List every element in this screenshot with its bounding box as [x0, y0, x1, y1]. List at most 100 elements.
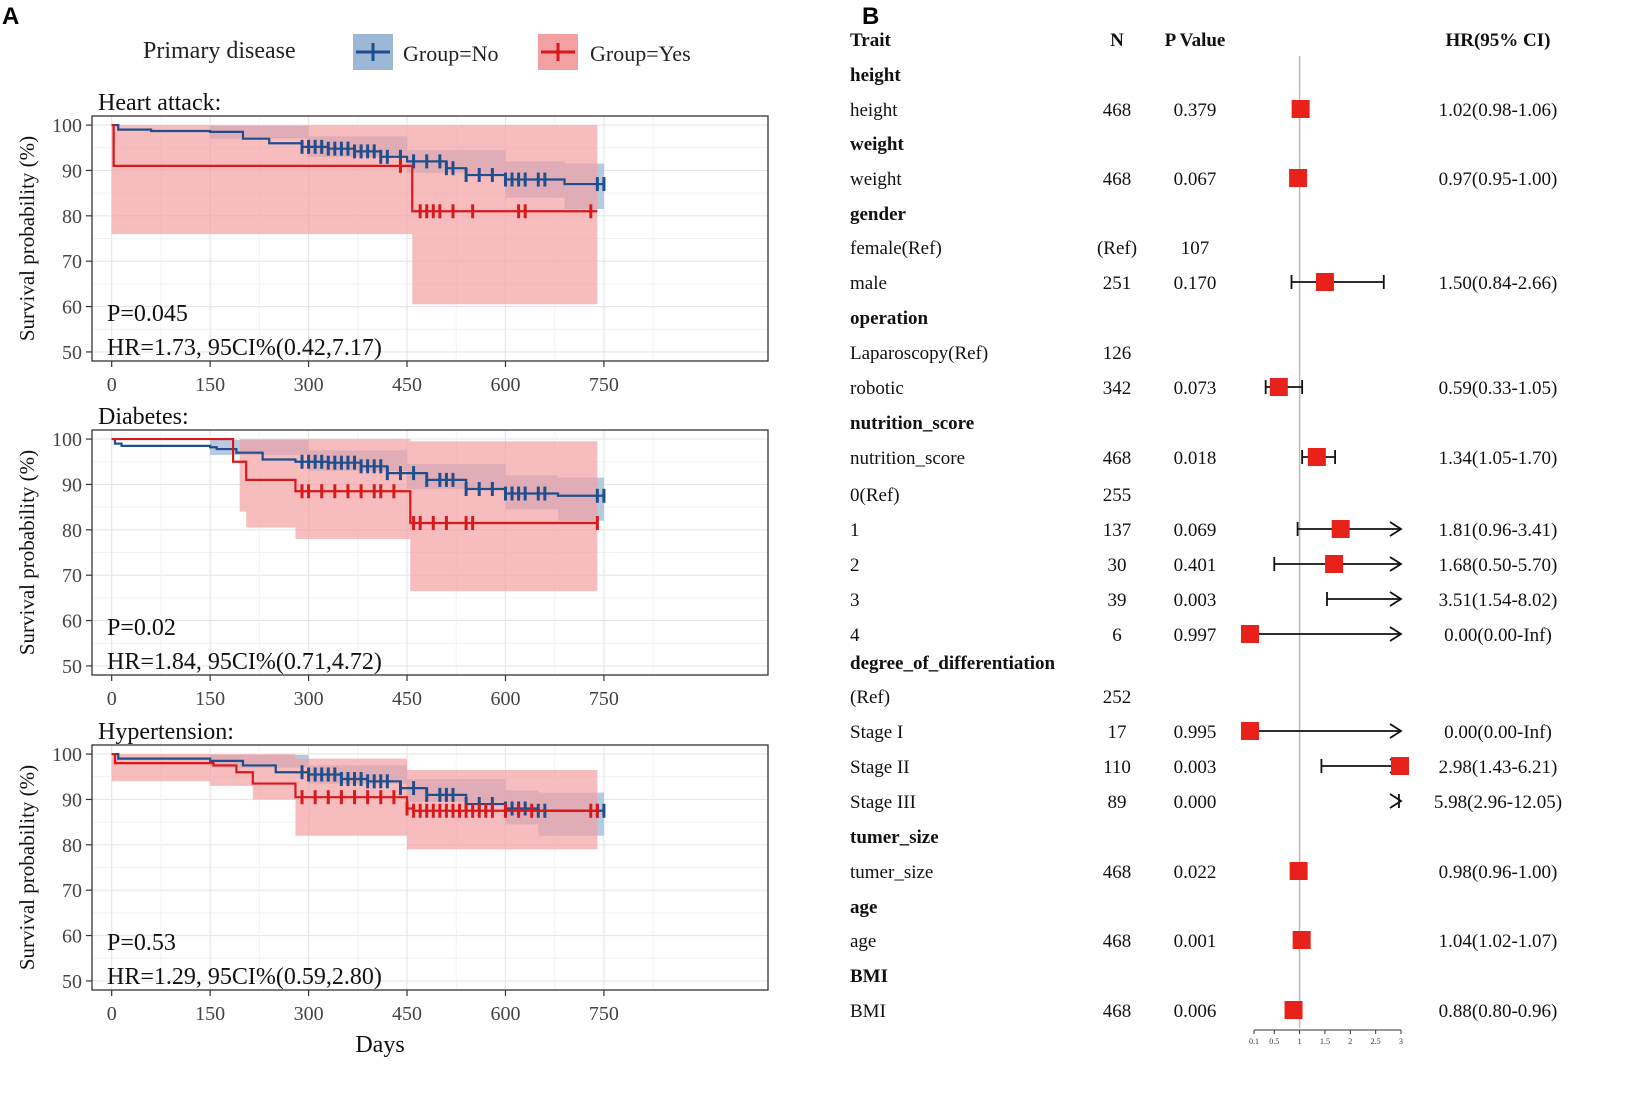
- forest-row-trait: 0(Ref): [850, 485, 900, 506]
- y-tick-label: 90: [62, 474, 82, 496]
- forest-row-n: 252: [1103, 687, 1132, 708]
- forest-group-header: tumer_size: [850, 827, 939, 848]
- x-axis-label: Days: [355, 1032, 404, 1058]
- forest-group-header: weight: [850, 134, 905, 155]
- forest-row-hr: 3.51(1.54-8.02): [1439, 590, 1558, 611]
- x-tick-label: 450: [392, 688, 422, 710]
- forest-row-p: 0.379: [1174, 100, 1217, 121]
- x-tick-label: 600: [490, 688, 520, 710]
- survival-curve-yes: [111, 437, 598, 525]
- forest-plot: Trait N P Value HR(95% CI) height height 468 0.…: [850, 30, 1562, 1046]
- forest-row-p: 0.000: [1174, 792, 1217, 813]
- y-tick-label: 80: [62, 206, 82, 228]
- forest-row-p: 0.001: [1174, 931, 1217, 952]
- forest-row-p: 0.067: [1174, 169, 1217, 190]
- forest-x-tick-label: 2: [1348, 1037, 1352, 1046]
- x-tick-label: 600: [490, 374, 520, 396]
- forest-group-header: gender: [850, 204, 907, 225]
- forest-ci-arrow: [1389, 556, 1403, 572]
- y-tick-label: 60: [62, 926, 82, 948]
- forest-row-hr: 1.68(0.50-5.70): [1439, 555, 1558, 576]
- forest-row-trait: Laparoscopy(Ref): [850, 343, 988, 364]
- forest-estimate-marker: [1325, 555, 1344, 573]
- y-axis-label: Survival probability (%): [15, 136, 39, 341]
- km-panel-1: Heart attack: 50 60 70 80 90 100 0 150 300 450 600 7…: [15, 90, 769, 396]
- forest-row-n: (Ref): [1097, 238, 1137, 259]
- forest-x-tick-label: 2.5: [1371, 1037, 1381, 1046]
- forest-row-trait: BMI: [850, 1001, 886, 1022]
- forest-row-hr: 0.88(0.80-0.96): [1439, 1001, 1558, 1022]
- forest-row-hr: 0.97(0.95-1.00): [1439, 169, 1558, 190]
- forest-row-trait: height: [850, 100, 898, 121]
- forest-group-header: degree_of_differentiation: [850, 653, 1056, 674]
- forest-row-n: 468: [1103, 100, 1132, 121]
- forest-row-hr: 0.00(0.00-Inf): [1444, 625, 1552, 646]
- legend: Primary disease Group=No Group=Yes: [143, 34, 691, 70]
- y-tick-label: 60: [62, 297, 82, 319]
- forest-row-trait: tumer_size: [850, 862, 933, 883]
- x-tick-label: 750: [589, 1003, 619, 1025]
- legend-label-no: Group=No: [403, 41, 499, 66]
- survival-curve-yes: [111, 123, 598, 213]
- forest-row-n: 6: [1112, 625, 1122, 646]
- y-tick-label: 50: [62, 971, 82, 993]
- forest-header-hr: HR(95% CI): [1445, 30, 1550, 51]
- confidence-band-yes: [111, 125, 598, 305]
- forest-row-trait: 4: [850, 625, 860, 646]
- y-tick-label: 80: [62, 835, 82, 857]
- x-tick-label: 0: [107, 688, 117, 710]
- forest-row-p: 0.069: [1174, 520, 1217, 541]
- panel-a-label: A: [2, 3, 19, 30]
- x-tick-label: 300: [294, 688, 324, 710]
- forest-row-n: 30: [1108, 555, 1127, 576]
- forest-row-n: 468: [1103, 448, 1132, 469]
- forest-group-header: BMI: [850, 966, 888, 987]
- y-tick-label: 70: [62, 880, 82, 902]
- forest-group-header: age: [850, 897, 877, 918]
- plot-frame: [91, 744, 769, 991]
- confidence-band-yes: [111, 439, 598, 592]
- x-tick-label: 300: [294, 374, 324, 396]
- forest-group-header: operation: [850, 308, 929, 329]
- forest-row-n: 468: [1103, 169, 1132, 190]
- forest-x-tick-label: 0.1: [1249, 1037, 1259, 1046]
- x-tick-label: 750: [589, 688, 619, 710]
- forest-row-p: 0.003: [1174, 757, 1217, 778]
- forest-row-trait: age: [850, 931, 876, 952]
- forest-row-p: 0.003: [1174, 590, 1217, 611]
- x-tick-label: 750: [589, 374, 619, 396]
- forest-header-n: N: [1110, 30, 1124, 51]
- forest-row-hr: 0.98(0.96-1.00): [1439, 862, 1558, 883]
- forest-row-hr: 2.98(1.43-6.21): [1439, 757, 1558, 778]
- forest-x-tick-label: 1.5: [1320, 1037, 1330, 1046]
- forest-row-p: 0.997: [1174, 625, 1217, 646]
- forest-row-p: 0.018: [1174, 448, 1217, 469]
- forest-row-n: 110: [1103, 757, 1131, 778]
- forest-ci-arrow: [1389, 626, 1403, 642]
- y-tick-label: 90: [62, 789, 82, 811]
- forest-row-n: 468: [1103, 1001, 1132, 1022]
- y-axis-label: Survival probability (%): [15, 450, 39, 655]
- forest-estimate-marker: [1269, 378, 1288, 396]
- x-tick-label: 450: [392, 374, 422, 396]
- forest-row-n: 89: [1108, 792, 1127, 813]
- forest-row-p: 0.022: [1174, 862, 1217, 883]
- hr-annotation: HR=1.84, 95CI%(0.71,4.72): [107, 649, 382, 675]
- forest-row-n: 255: [1103, 485, 1132, 506]
- forest-row-trait: Stage I: [850, 722, 903, 743]
- forest-estimate-marker: [1241, 722, 1259, 740]
- forest-row-trait: 1: [850, 520, 860, 541]
- plot-frame: [91, 115, 769, 362]
- forest-estimate-marker: [1390, 757, 1409, 775]
- x-tick-label: 150: [195, 1003, 225, 1025]
- forest-row-trait: 2: [850, 555, 860, 576]
- hr-annotation: HR=1.29, 95CI%(0.59,2.80): [107, 964, 382, 990]
- forest-ci-arrow: [1389, 521, 1403, 537]
- forest-row-hr: 0.00(0.00-Inf): [1444, 722, 1552, 743]
- x-tick-label: 150: [195, 688, 225, 710]
- forest-estimate-marker: [1331, 520, 1350, 538]
- forest-row-trait: nutrition_score: [850, 448, 965, 469]
- y-tick-label: 70: [62, 251, 82, 273]
- forest-estimate-marker: [1241, 625, 1259, 643]
